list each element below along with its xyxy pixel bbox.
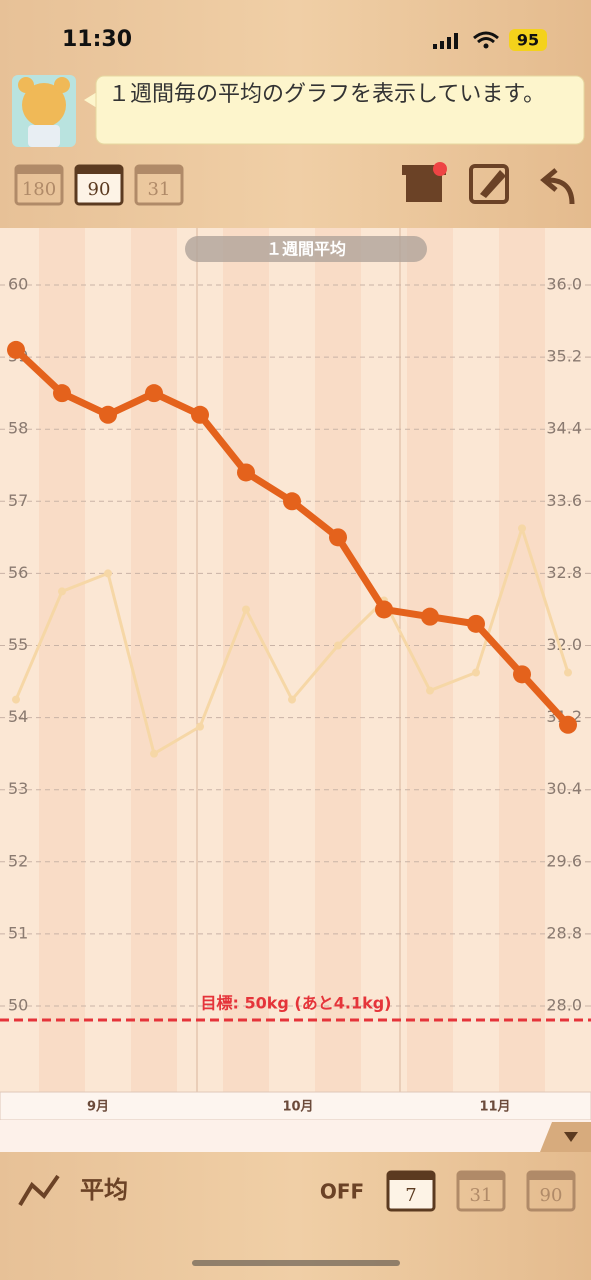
month-label: 10月	[282, 1100, 313, 1115]
message-box: １週間毎の平均のグラフを表示しています。	[108, 82, 546, 107]
calendar-top	[16, 166, 62, 174]
data-point	[196, 722, 204, 731]
data-point	[421, 607, 439, 626]
data-point	[12, 695, 20, 704]
y2-tick-label: 28.0	[546, 996, 582, 1015]
data-point	[104, 569, 112, 578]
calendar-top	[136, 166, 182, 174]
data-point	[7, 340, 25, 359]
data-point	[283, 492, 301, 511]
data-point	[58, 587, 66, 596]
month-label: 9月	[87, 1100, 109, 1115]
mode-label[interactable]: 平均	[80, 1176, 128, 1204]
calendar-label: 31	[148, 179, 171, 200]
calendar-label: 7	[405, 1185, 416, 1206]
y-tick-label: 52	[8, 851, 28, 870]
data-point	[375, 600, 393, 619]
data-point	[53, 384, 71, 403]
data-point	[191, 405, 209, 424]
y2-tick-label: 30.4	[546, 779, 582, 798]
bear-ear	[54, 77, 70, 93]
signal	[433, 33, 458, 49]
wifi-dot	[483, 43, 489, 49]
message: １週間毎の平均のグラフを表示しています。	[108, 82, 546, 107]
calendar-label: 31	[470, 1185, 493, 1206]
battery-level: 95	[517, 31, 539, 50]
bear-ear	[18, 77, 34, 93]
y2-tick-label: 34.4	[546, 419, 582, 438]
y-tick-label: 60	[8, 275, 28, 294]
bubble-tail	[84, 92, 97, 108]
month-axis	[0, 1091, 591, 1121]
goal-label: 目標: 50kg (あと4.1kg)	[201, 994, 392, 1013]
y2-tick-label: 29.6	[546, 851, 582, 870]
back-icon[interactable]	[540, 168, 575, 205]
data-point	[334, 641, 342, 650]
stripe	[315, 228, 361, 1092]
data-point	[99, 405, 117, 424]
status-time: 11:30	[62, 27, 132, 52]
data-point	[329, 528, 347, 547]
calendar-top	[388, 1172, 434, 1180]
range-buttons: 180 90 31	[14, 164, 184, 206]
y-tick-label: 54	[8, 707, 28, 726]
calendar-label: 90	[540, 1185, 563, 1206]
speech-bubble	[95, 75, 585, 145]
edit-icon[interactable]	[469, 164, 509, 204]
average-icon[interactable]	[18, 1174, 60, 1207]
calendar-label: 90	[88, 179, 111, 200]
data-point	[145, 384, 163, 403]
drawer-arrow	[564, 1132, 578, 1142]
calendar-top	[458, 1172, 504, 1180]
y-tick-label: 56	[8, 563, 28, 582]
y2-tick-label: 33.6	[546, 491, 582, 510]
wifi	[473, 31, 499, 44]
y-tick-label: 55	[8, 635, 28, 654]
title-pill	[185, 236, 427, 262]
calendar-label: 180	[22, 179, 56, 200]
y-tick-label: 57	[8, 491, 28, 510]
y2-tick-label: 36.0	[546, 275, 582, 294]
month-label: 11月	[479, 1100, 510, 1115]
chart-title: １週間平均	[266, 240, 346, 259]
data-point	[242, 605, 250, 614]
data-point	[559, 715, 577, 734]
data-point	[564, 668, 572, 677]
data-point	[150, 749, 158, 758]
period-buttons: 7 31 90	[386, 1170, 576, 1212]
toggle[interactable]: OFF	[320, 1180, 364, 1204]
y2-tick-label: 35.2	[546, 347, 582, 366]
data-point	[513, 665, 531, 684]
data-point	[467, 614, 485, 633]
chart-bg	[0, 228, 591, 1092]
y-tick-label: 51	[8, 923, 28, 942]
data-point	[472, 668, 480, 677]
bear-face	[22, 83, 66, 127]
stripe	[223, 228, 269, 1092]
battery	[509, 29, 547, 51]
bear-body	[28, 125, 60, 147]
y-tick-label: 53	[8, 779, 28, 798]
y-tick-label: 50	[8, 996, 28, 1015]
scroll-bar	[0, 1120, 591, 1152]
data-point	[426, 686, 434, 695]
data-point	[288, 695, 296, 704]
home-indicator	[192, 1260, 400, 1266]
data-point	[518, 524, 526, 533]
drawer-tab[interactable]	[540, 1122, 591, 1152]
stripe	[131, 228, 177, 1092]
y2-tick-label: 32.8	[546, 563, 582, 582]
y-tick-label: 58	[8, 419, 28, 438]
calendar-top	[76, 166, 122, 174]
stripe	[39, 228, 85, 1092]
y2-tick-label: 32.0	[546, 635, 582, 654]
calendar-top	[528, 1172, 574, 1180]
y2-tick-label: 28.8	[546, 923, 582, 942]
gift-icon[interactable]	[402, 162, 447, 202]
data-point	[237, 463, 255, 482]
